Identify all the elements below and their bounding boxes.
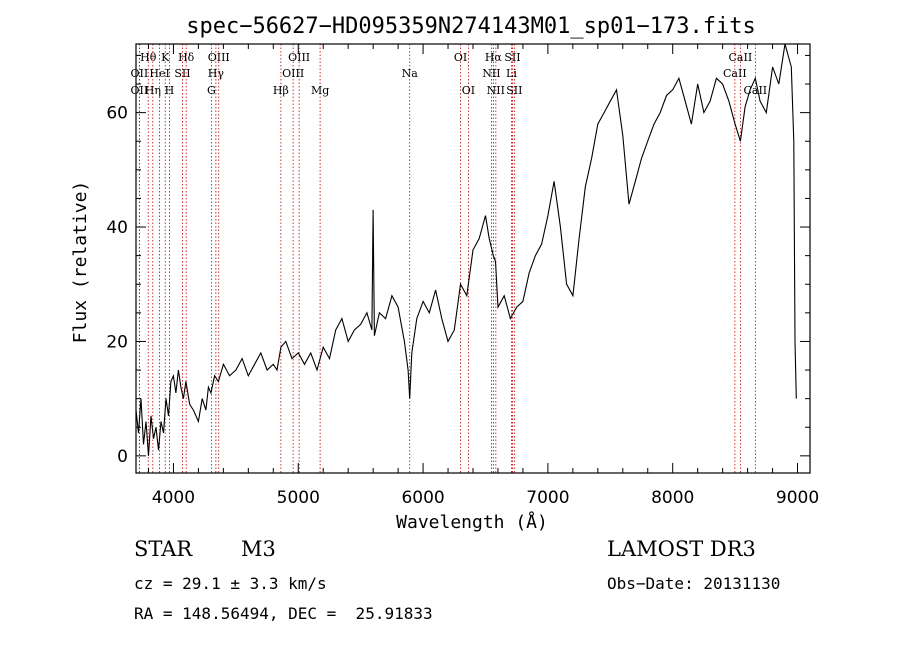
spectral-line-label: Hβ bbox=[273, 84, 289, 97]
spectral-line-label: K bbox=[161, 51, 170, 64]
spectral-line-label: Hγ bbox=[208, 67, 225, 80]
spectral-line-label: NII bbox=[482, 67, 500, 80]
spectral-line-label: OIII bbox=[208, 51, 230, 64]
spectral-line-label: Li bbox=[506, 67, 517, 80]
spectral-line-label: OII bbox=[131, 84, 149, 97]
y-tick-label: 0 bbox=[117, 447, 128, 467]
spectral-line-label: Hα bbox=[485, 51, 503, 64]
spectral-line-label: Na bbox=[402, 67, 419, 80]
spectral-line-label: G bbox=[207, 84, 216, 97]
spectral-line-label: Mg bbox=[311, 84, 329, 97]
spectral-line-label: Hη bbox=[145, 84, 161, 97]
y-tick-label: 40 bbox=[106, 218, 128, 238]
spectral-line-label: OI bbox=[462, 84, 475, 97]
survey-name: LAMOST DR3 bbox=[607, 537, 756, 561]
spectral-line-label: SII bbox=[174, 67, 190, 80]
spectral-line-label: SII bbox=[506, 84, 522, 97]
x-tick-label: 9000 bbox=[776, 488, 819, 508]
x-tick-label: 4000 bbox=[152, 488, 195, 508]
spectral-line-label: CaII bbox=[723, 67, 747, 80]
coordinates: RA = 148.56494, DEC = 25.91833 bbox=[134, 604, 433, 623]
spectral-line-label: Hθ bbox=[140, 51, 157, 64]
y-tick-label: 60 bbox=[106, 104, 128, 124]
object-subclass: M3 bbox=[241, 537, 276, 561]
spectrum-series-line bbox=[135, 43, 797, 456]
spectral-line-label: HeI bbox=[149, 67, 169, 80]
spectral-line-label: NII bbox=[487, 84, 505, 97]
x-tick-label: 8000 bbox=[651, 488, 694, 508]
spectral-line-label: OI bbox=[454, 51, 467, 64]
spectral-line-label: SII bbox=[504, 51, 520, 64]
x-tick-label: 7000 bbox=[526, 488, 569, 508]
spectral-lines-layer bbox=[138, 44, 756, 473]
observation-date: Obs−Date: 20131130 bbox=[607, 574, 781, 593]
spectral-line-label: OIII bbox=[282, 67, 304, 80]
y-axis-ticks: 0 20 40 60 bbox=[106, 54, 810, 467]
spectral-line-label: CaII bbox=[743, 84, 767, 97]
chart-title: spec−56627−HD095359N274143M01_sp01−173.f… bbox=[186, 14, 756, 39]
x-tick-label: 5000 bbox=[277, 488, 320, 508]
x-axis-ticks: 4000 5000 6000 7000 8000 9000 bbox=[147, 44, 819, 508]
x-tick-label: 6000 bbox=[401, 488, 444, 508]
spectral-line-label: Hδ bbox=[178, 51, 195, 64]
x-axis-label: Wavelength (Å) bbox=[396, 511, 548, 533]
redshift-cz: cz = 29.1 ± 3.3 km/s bbox=[134, 574, 327, 593]
spectral-line-label: H bbox=[165, 84, 175, 97]
spectral-line-label: CaII bbox=[729, 51, 753, 64]
plot-frame bbox=[135, 43, 811, 474]
spectral-line-label: OII bbox=[131, 67, 149, 80]
object-class: STAR bbox=[134, 537, 193, 561]
spectral-line-labels: Hθ OII OII K HeI Hη SII H Hδ OIII Hγ G Hβ OIII OIII Mg N… bbox=[131, 51, 768, 97]
y-tick-label: 20 bbox=[106, 332, 128, 352]
y-axis-label: Flux (relative) bbox=[70, 181, 91, 344]
spectral-line-label: OIII bbox=[288, 51, 310, 64]
